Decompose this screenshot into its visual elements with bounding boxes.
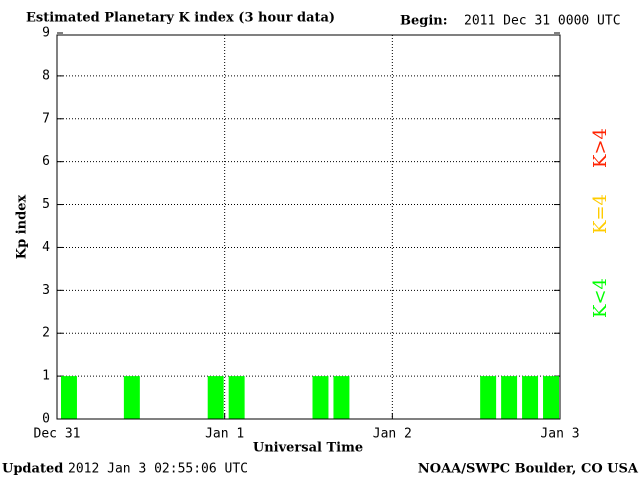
y-tick-label: 1 [42,369,50,384]
updated-date: 2012 Jan 3 02:55:06 UTC [68,462,248,477]
y-tick-label: 2 [42,326,50,341]
bar [480,376,497,419]
y-tick-label: 3 [42,283,50,298]
updated-label: Updated [2,462,63,477]
legend-entry: K>4 [590,128,611,168]
y-tick-label: 9 [42,26,50,41]
y-tick-label: 0 [42,412,50,427]
begin-date: 2011 Dec 31 0000 UTC [464,14,621,29]
bar [543,376,559,419]
x-axis-label: Universal Time [253,441,363,456]
bar [522,376,539,419]
y-tick-label: 5 [42,197,50,212]
y-tick-label: 8 [42,68,50,83]
y-tick-label: 7 [42,111,50,126]
y-tick-label: 6 [42,154,50,169]
x-tick-label: Jan 2 [373,427,412,442]
legend-entry: K=4 [590,194,611,234]
x-tick-label: Dec 31 [34,427,81,442]
bar [123,376,140,419]
bar [207,376,224,419]
x-tick-label: Jan 1 [205,427,244,442]
bar [333,376,350,419]
y-tick-label: 4 [42,240,50,255]
bar [61,376,77,419]
bar [228,376,245,419]
x-tick-label: Jan 3 [540,427,579,442]
y-axis-label: Kp index [15,195,30,260]
chart-title: Estimated Planetary K index (3 hour data… [26,11,335,26]
source: NOAA/SWPC Boulder, CO USA [418,462,639,477]
plot-frame [56,34,561,420]
begin-label: Begin: [400,14,448,29]
legend-entry: K<4 [590,278,611,318]
bar [501,376,518,419]
bar [312,376,329,419]
